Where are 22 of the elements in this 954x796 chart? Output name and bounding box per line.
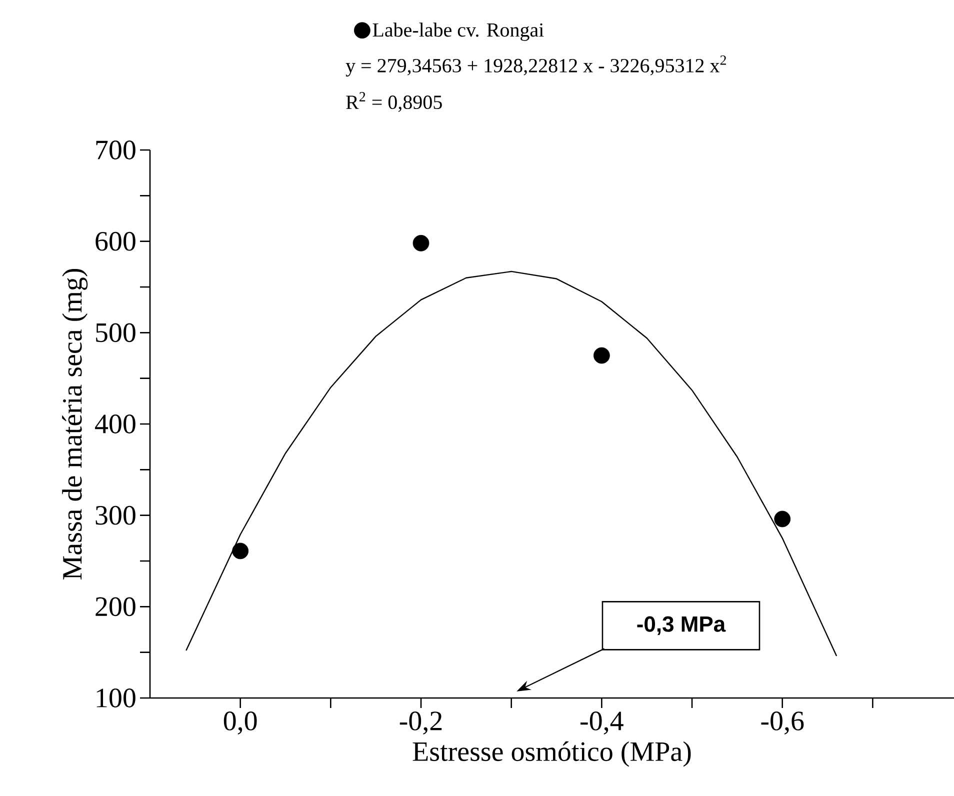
- x-tick-label: 0,0: [224, 712, 257, 734]
- text: y = 279,34563 + 1928,22812 x - 3226,95312 x$^{2}$: [346, 55, 726, 77]
- y-tick-label: 100: [96, 688, 136, 708]
- y-tick-label: 300: [96, 506, 136, 525]
- y-tick-label: 400: [95, 414, 136, 434]
- line-series: [186, 270, 838, 657]
- x-tick-label: -0,2: [400, 712, 442, 734]
- x-axis-title: Estresse osmótico (MPa): [412, 741, 691, 767]
- point: [232, 542, 249, 560]
- y-tick-label: 500: [96, 323, 136, 342]
- text: R$^{2}$ = 0,8905: [346, 92, 442, 112]
- y-tick-label: 700: [96, 140, 136, 160]
- y-tick-label: 600: [96, 232, 136, 251]
- x-tick-label: -0,4: [580, 712, 624, 734]
- point: [593, 347, 610, 364]
- y-tick-label: 200: [96, 597, 136, 616]
- y-axis-title: Massa de matéria seca (mg): [62, 268, 88, 580]
- legend-label: Labe-labe cv. Rongai: [372, 22, 544, 41]
- annotation: -0,3 MPa: [637, 616, 726, 636]
- x-tick-label: -0,6: [761, 712, 804, 734]
- point: [774, 510, 791, 528]
- point: [412, 234, 430, 252]
